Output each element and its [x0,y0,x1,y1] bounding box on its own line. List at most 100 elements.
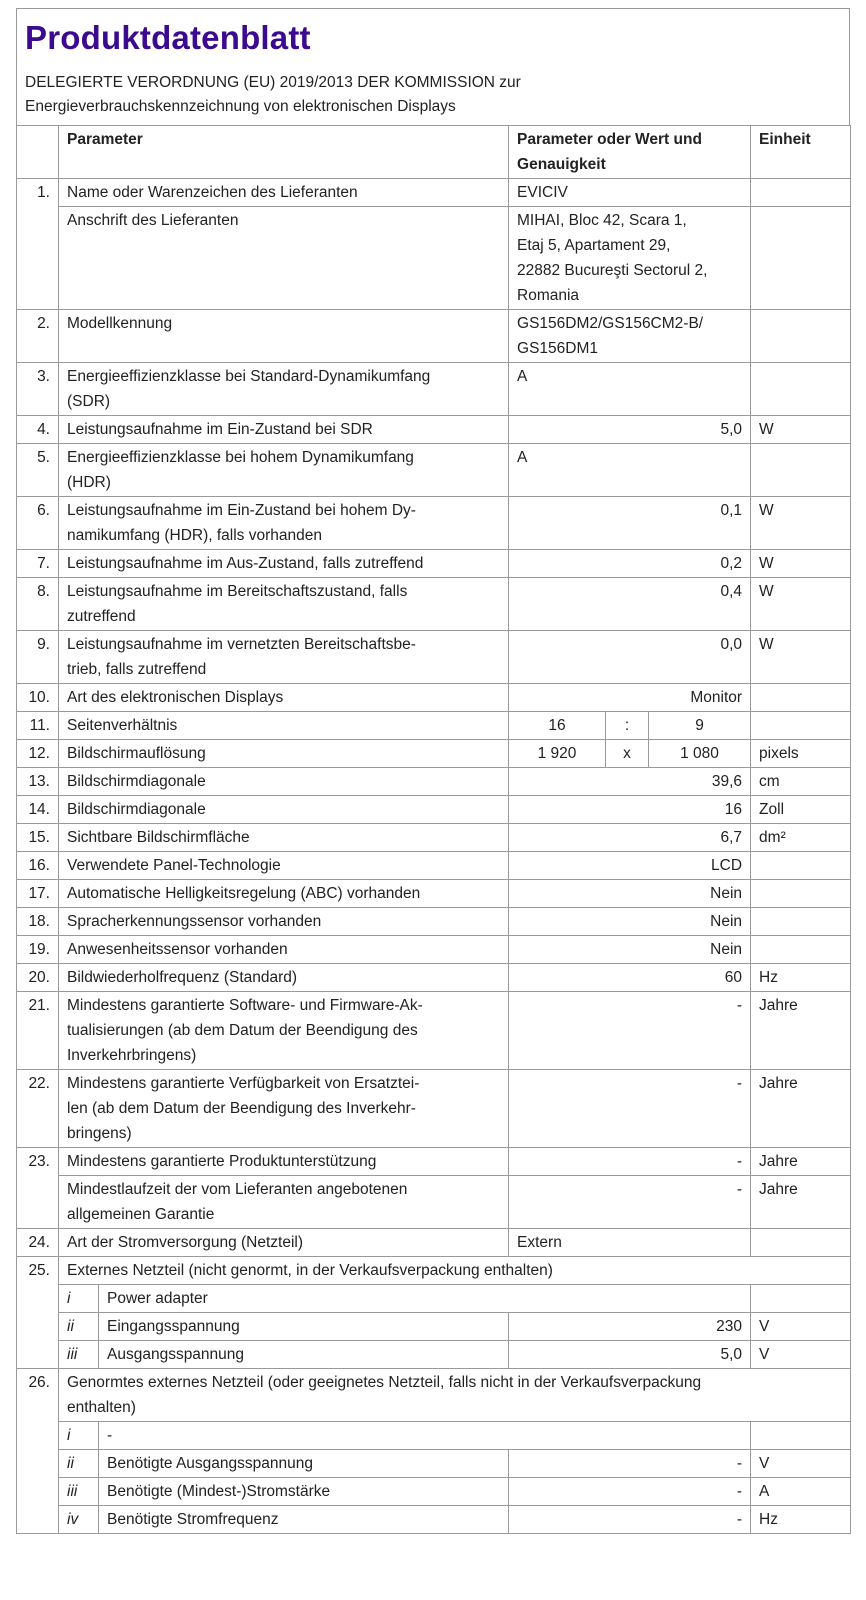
value-part-b: 1 080 [648,739,752,768]
unit [750,443,852,497]
parameter-table: Parameter Parameter oder Wert und Genaui… [16,125,852,1534]
row-number: 4. [16,415,59,444]
parameter-value: - [508,1449,752,1478]
table-row: ii Benötigte Ausgangsspannung - V [17,1449,852,1478]
parameter-name: Bildschirmdiagonale [57,795,510,824]
row-number: 16. [16,851,59,880]
group-title: Externes Netzteil (nicht genormt, in der… [57,1256,852,1285]
row-number: 25. [16,1256,59,1369]
row-number: 1. [16,178,59,310]
parameter-value: 60 [508,963,752,992]
row-number: 23. [16,1147,59,1229]
parameter-value: 0,1 [508,496,752,550]
sub-parameter: Ausgangsspannung [97,1340,510,1369]
parameter-value: GS156DM2/GS156CM2-B/ GS156DM1 [508,309,752,363]
parameter-value: A [508,443,752,497]
parameter-name: Art des elektronischen Displays [57,683,510,712]
parameter-value: Nein [508,879,752,908]
sub-parameter: Benötigte Stromfrequenz [97,1505,510,1534]
unit [750,1284,852,1313]
table-row: iii Ausgangsspannung 5,0 V [17,1340,852,1369]
parameter-name: Modellkennung [57,309,510,363]
parameter-value: 5,0 [508,1340,752,1369]
group-title: Genormtes externes Netzteil (oder geeign… [57,1368,852,1422]
table-row: 20. Bildwiederholfrequenz (Standard) 60 Hz [16,963,852,992]
table-row: ii Eingangsspannung 230 V [17,1312,852,1341]
row-number: 17. [16,879,59,908]
unit: dm² [750,823,852,852]
header-value: Parameter oder Wert und Genauigkeit [508,125,752,179]
parameter-value: MIHAI, Bloc 42, Scara 1, Etaj 5, Apartam… [508,206,752,310]
table-header-row: Parameter Parameter oder Wert und Genaui… [16,125,852,179]
parameter-value: Extern [508,1228,752,1257]
parameter-name: Bildschirmdiagonale [57,767,510,796]
parameter-value: 0,2 [508,549,752,578]
unit: W [750,577,852,631]
row-number: 15. [16,823,59,852]
table-row: 22. Mindestens garantierte Verfügbarkeit … [16,1069,852,1148]
unit [750,683,852,712]
parameter-name: Energieeffizienzklasse bei hohem Dynamik… [57,443,510,497]
unit [750,1228,852,1257]
row-number: 3. [16,362,59,416]
value-part-a: 16 [508,711,607,740]
sub-index: iii [58,1340,99,1369]
table-row: 10. Art des elektronischen Displays Monito… [16,683,852,712]
page-title: Produktdatenblatt [25,19,311,56]
table-row: 21. Mindestens garantierte Software- und … [16,991,852,1070]
parameter-value: 16 [508,795,752,824]
table-row: 5. Energieeffizienzklasse bei hohem Dynam… [16,443,852,497]
unit: Jahre [750,1069,852,1148]
parameter-value: - [508,1477,752,1506]
unit: W [750,630,852,684]
parameter-name: Mindestens garantierte Software- und Fir… [57,991,510,1070]
parameter-value: LCD [508,851,752,880]
unit: V [750,1312,852,1341]
sub-parameter: - [97,1421,752,1450]
table-row: 14. Bildschirmdiagonale 16 Zoll [16,795,852,824]
parameter-value: A [508,362,752,416]
unit: Zoll [750,795,852,824]
sub-index: ii [58,1312,99,1341]
sub-index: iii [58,1477,99,1506]
table-row: 17. Automatische Helligkeitsregelung (ABC… [16,879,852,908]
parameter-value: 6,7 [508,823,752,852]
sub-parameter: Benötigte (Mindest-)Stromstärke [97,1477,510,1506]
unit [750,178,852,207]
sheet-header: Produktdatenblatt DELEGIERTE VERORDNUNG … [16,8,850,125]
parameter-value: Nein [508,935,752,964]
row-number: 12. [16,739,59,768]
parameter-name: Name oder Warenzeichen des Lieferanten [57,178,510,207]
product-data-sheet: Produktdatenblatt DELEGIERTE VERORDNUNG … [16,8,852,1534]
row-number: 8. [16,577,59,631]
row-number: 21. [16,991,59,1070]
unit: W [750,549,852,578]
parameter-name: Bildschirmauflösung [57,739,510,768]
parameter-name: Bildwiederholfrequenz (Standard) [57,963,510,992]
parameter-value: 0,4 [508,577,752,631]
row-number: 6. [16,496,59,550]
parameter-name: Leistungsaufnahme im Aus-Zustand, falls … [57,549,510,578]
unit [750,907,852,936]
unit [750,1421,852,1450]
table-row: 13. Bildschirmdiagonale 39,6 cm [16,767,852,796]
unit: V [750,1449,852,1478]
unit [750,309,852,363]
table-row: 9. Leistungsaufnahme im vernetzten Bereit… [16,630,852,684]
value-part-b: 9 [648,711,752,740]
header-num [16,125,59,179]
table-row: iii Benötigte (Mindest-)Stromstärke - A [17,1477,852,1506]
parameter-value: - [508,1505,752,1534]
parameter-value: 0,0 [508,630,752,684]
parameter-value: - [508,991,752,1070]
parameter-name: Leistungsaufnahme im Bereitschaftszustan… [57,577,510,631]
parameter-name: Leistungsaufnahme im vernetzten Bereitsc… [57,630,510,684]
parameter-name: Mindestlaufzeit der vom Lieferanten ange… [57,1175,510,1229]
parameter-name: Mindestens garantierte Produktunterstütz… [57,1147,510,1176]
header-parameter: Parameter [57,125,510,179]
unit: W [750,496,852,550]
table-row: 26. Genormtes externes Netzteil (oder gee… [16,1368,852,1534]
row-number: 9. [16,630,59,684]
sub-index: i [58,1421,99,1450]
parameter-value: Monitor [508,683,752,712]
